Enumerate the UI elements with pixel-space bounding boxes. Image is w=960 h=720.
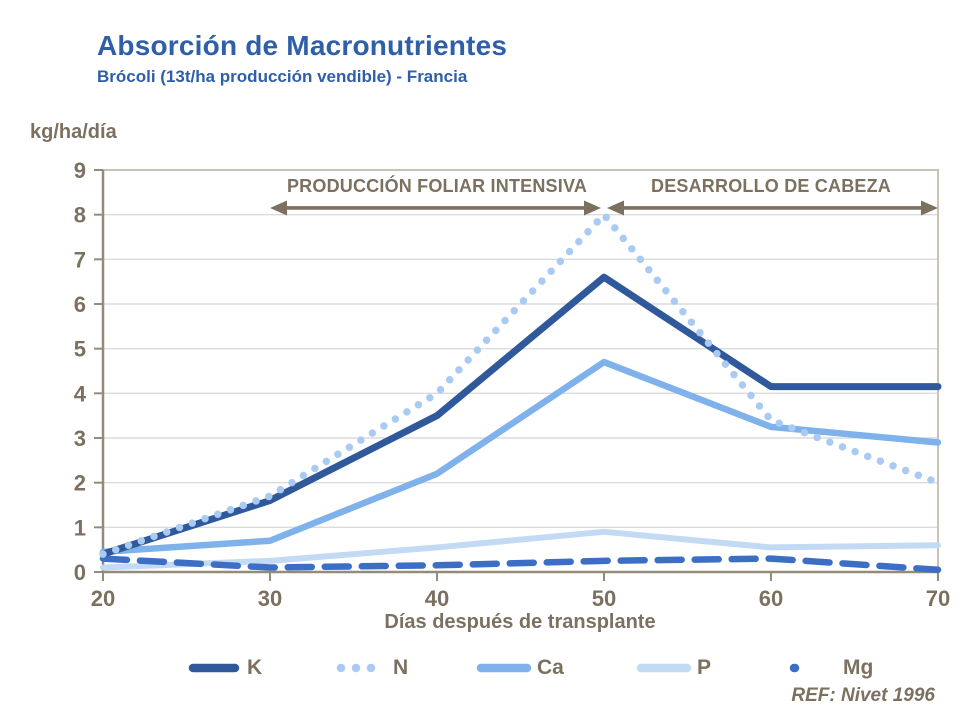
- legend-swatch-Ca-icon: [476, 663, 532, 673]
- reference-text: REF: Nivet 1996: [791, 685, 935, 706]
- series-line-Mg: [99, 555, 942, 574]
- legend-item-Mg: Mg: [782, 653, 873, 683]
- y-tick-label: 7: [74, 247, 86, 272]
- annotation-foliar-phase: PRODUCCIÓN FOLIAR INTENSIVA: [286, 175, 588, 196]
- page-title: Absorción de Macronutrientes: [97, 30, 508, 61]
- y-tick-label: 5: [74, 337, 86, 362]
- annotation-head-phase: DESARROLLO DE CABEZA: [650, 175, 892, 196]
- legend-label: K: [247, 656, 263, 679]
- x-tick-label: 60: [759, 586, 783, 611]
- y-tick-label: 8: [74, 203, 86, 228]
- legend-item-Ca: Ca: [476, 653, 564, 683]
- legend-item-P: P: [636, 653, 711, 683]
- legend-swatch-P-icon: [636, 663, 692, 673]
- legend-item-N: N: [332, 653, 408, 683]
- legend-label: Mg: [843, 656, 874, 679]
- legend-swatch-K-icon: [188, 663, 240, 673]
- y-axis-label: kg/ha/día: [30, 121, 117, 143]
- legend-label: Ca: [537, 656, 564, 679]
- y-tick-label: 0: [74, 560, 86, 585]
- x-tick-label: 20: [91, 586, 115, 611]
- legend-swatch-N-icon: [336, 663, 384, 673]
- arrowhead-left-icon: [607, 200, 624, 216]
- chart-header: Absorción de Macronutrientes Brócoli (13…: [97, 30, 507, 87]
- y-tick-label: 6: [74, 292, 86, 317]
- y-tick-label: 2: [74, 471, 86, 496]
- arrowhead-right-icon: [921, 200, 938, 216]
- y-tick-label: 9: [74, 158, 86, 183]
- x-axis-label: Días después de transplante: [384, 611, 656, 633]
- legend-item-K: K: [186, 653, 262, 683]
- legend-label: P: [697, 656, 712, 679]
- page-subtitle: Brócoli (13t/ha producción vendible) - F…: [97, 67, 468, 86]
- arrowhead-left-icon: [270, 200, 287, 216]
- x-tick-label: 30: [258, 586, 282, 611]
- y-tick-label: 4: [74, 381, 87, 406]
- y-tick-label: 1: [74, 515, 86, 540]
- legend-label: N: [393, 656, 409, 679]
- x-tick-label: 50: [592, 586, 616, 611]
- arrowhead-right-icon: [584, 200, 601, 216]
- series-line-Ca: [99, 358, 942, 556]
- series-line-P: [100, 528, 941, 571]
- legend-swatch-Mg-icon: [789, 663, 821, 673]
- series-line-N: [99, 210, 942, 558]
- x-tick-label: 70: [926, 586, 950, 611]
- x-tick-label: 40: [425, 586, 449, 611]
- y-tick-label: 3: [74, 426, 86, 451]
- chart-legend: K N Ca P Mg: [0, 653, 960, 683]
- series-line-K: [99, 273, 942, 558]
